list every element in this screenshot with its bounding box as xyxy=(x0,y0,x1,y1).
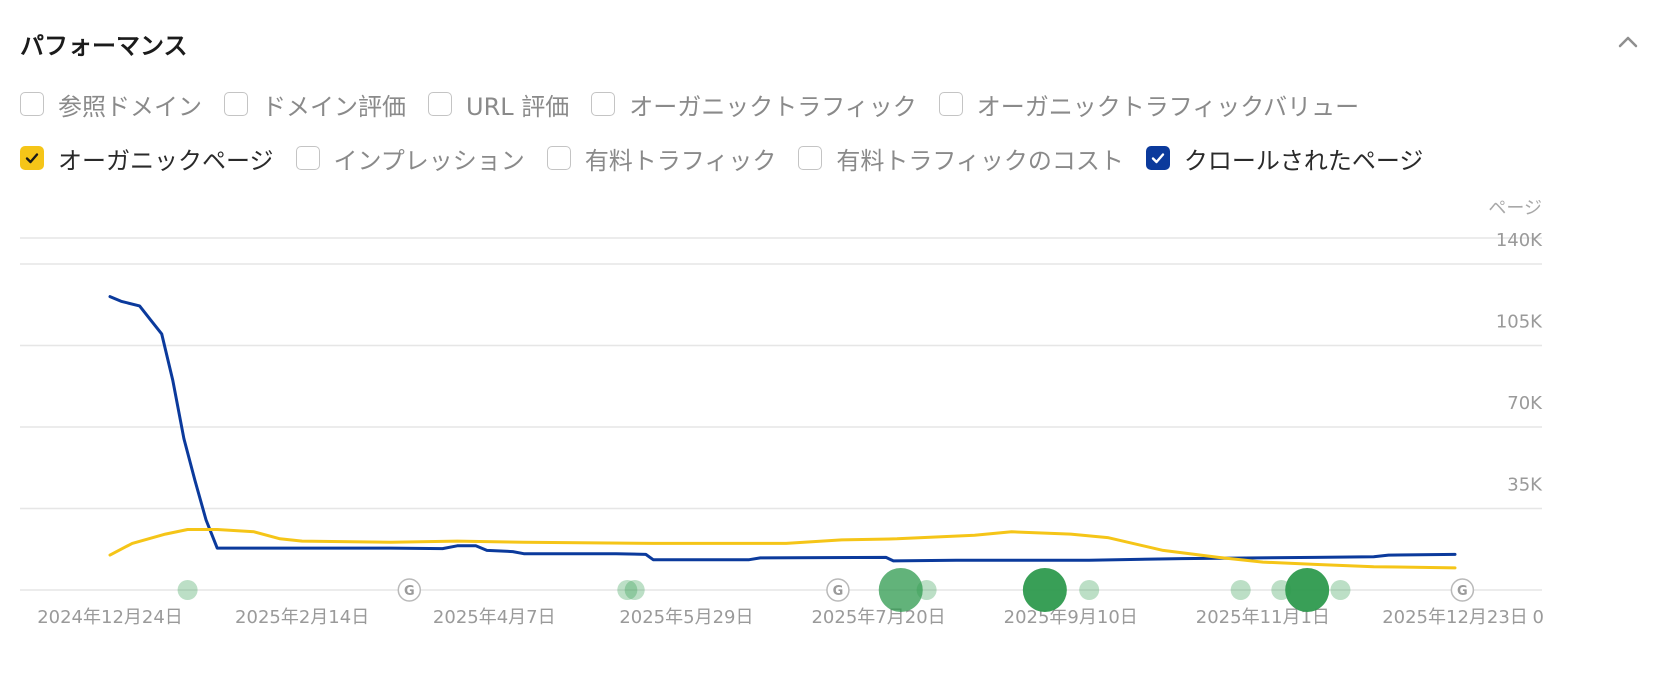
google-update-icon: G xyxy=(1450,578,1475,602)
metric-toggle-label: URL 評価 xyxy=(466,92,570,121)
google-g-glyph: G xyxy=(833,584,844,599)
checkmark-icon xyxy=(1151,153,1165,164)
y-tick-label: 0 xyxy=(1533,607,1544,628)
event-marker xyxy=(1230,580,1251,600)
checkbox[interactable] xyxy=(428,92,452,116)
metric-toggle-label: オーガニックページ xyxy=(58,146,274,175)
section-title: パフォーマンス xyxy=(20,32,188,60)
event-marker xyxy=(177,580,198,600)
x-tick-label: 2025年2月14日 xyxy=(235,607,369,628)
event-marker xyxy=(1079,580,1100,600)
crawled-pages-line xyxy=(108,295,1457,563)
google-update-marker xyxy=(397,578,422,602)
metric-toggle[interactable]: オーガニックトラフィック xyxy=(591,87,917,122)
google-g-glyph: G xyxy=(404,584,415,599)
metric-toggle[interactable]: クロールされたページ xyxy=(1145,141,1424,176)
event-marker xyxy=(916,580,937,600)
google-update-marker xyxy=(826,578,850,602)
chevron-up-icon[interactable] xyxy=(1616,30,1640,54)
metric-toggle[interactable]: 参照ドメイン xyxy=(20,87,202,122)
event-marker xyxy=(878,568,923,612)
y-axis-unit-label: ページ xyxy=(1488,200,1542,219)
metric-toggle-label: 参照ドメイン xyxy=(58,92,202,121)
metric-toggle-label: オーガニックトラフィックバリュー xyxy=(976,92,1360,121)
event-marker xyxy=(617,580,638,600)
metric-toggle[interactable]: ドメイン評価 xyxy=(224,87,406,122)
event-marker xyxy=(1330,580,1351,600)
checkmark-icon xyxy=(25,153,39,164)
metric-toggle[interactable]: インプレッション xyxy=(295,141,525,176)
metric-toggle-label: オーガニックトラフィック xyxy=(629,92,917,121)
x-tick-label: 2025年5月29日 xyxy=(619,607,753,628)
organic-pages-line xyxy=(108,528,1457,570)
checkbox[interactable] xyxy=(798,146,823,170)
metric-toggle[interactable]: URL 評価 xyxy=(428,87,569,122)
x-tick-label: 2025年4月7日 xyxy=(433,607,556,628)
x-tick-label: 2025年9月10日 xyxy=(1004,607,1138,628)
toggle-row: 参照ドメイン ドメイン評価 URL 評価 オーガニックトラフィック オーガニックトラフィ… xyxy=(20,86,1640,122)
checkbox[interactable] xyxy=(20,92,44,116)
google-update-icon: G xyxy=(397,578,422,602)
google-g-glyph: G xyxy=(1457,584,1468,599)
metric-toggle[interactable]: 有料トラフィック xyxy=(546,141,777,176)
checkbox[interactable] xyxy=(295,146,320,170)
x-tick-label: 2025年12月23日 xyxy=(1382,607,1528,628)
event-marker xyxy=(1285,568,1330,612)
y-tick-label: 105K xyxy=(1496,312,1543,333)
metric-toggle[interactable]: 有料トラフィックのコスト xyxy=(798,141,1124,176)
google-update-marker xyxy=(1450,578,1475,602)
checkbox[interactable] xyxy=(938,92,963,116)
metric-toggle[interactable]: オーガニックページ xyxy=(20,141,274,176)
metric-toggle[interactable]: オーガニックトラフィックバリュー xyxy=(938,87,1360,122)
google-update-icon: G xyxy=(826,578,850,602)
metric-toggle-label: 有料トラフィック xyxy=(584,146,777,175)
performance-chart: ページ 140K 105K 70K 35K 0 2024年12月24日 2025年2月14日 2… xyxy=(20,200,1544,628)
checkbox[interactable] xyxy=(1145,146,1170,170)
metric-toggle-label: ドメイン評価 xyxy=(262,92,406,121)
metric-toggles: 参照ドメイン ドメイン評価 URL 評価 オーガニックトラフィック オーガニックトラフィ… xyxy=(20,86,1640,194)
checkbox[interactable] xyxy=(20,146,44,170)
x-tick-label: 2025年7月20日 xyxy=(811,607,945,628)
metric-toggle-label: インプレッション xyxy=(333,146,525,175)
toggle-row: オーガニックページ インプレッション 有料トラフィック 有料トラフィックのコスト クロー… xyxy=(20,140,1640,176)
metric-toggle-label: 有料トラフィックのコスト xyxy=(836,146,1124,175)
x-tick-label: 2024年12月24日 xyxy=(37,607,183,628)
y-tick-label: 70K xyxy=(1507,393,1543,414)
checkbox[interactable] xyxy=(546,146,571,170)
performance-header: パフォーマンス xyxy=(20,22,1640,62)
checkbox[interactable] xyxy=(224,92,248,116)
y-tick-label: 140K xyxy=(1496,230,1543,251)
event-marker xyxy=(624,580,645,600)
event-marker xyxy=(1022,568,1067,612)
x-tick-label: 2025年11月1日 xyxy=(1196,607,1330,628)
y-tick-label: 35K xyxy=(1507,475,1543,496)
metric-toggle-label: クロールされたページ xyxy=(1183,146,1424,175)
checkbox[interactable] xyxy=(591,92,616,116)
